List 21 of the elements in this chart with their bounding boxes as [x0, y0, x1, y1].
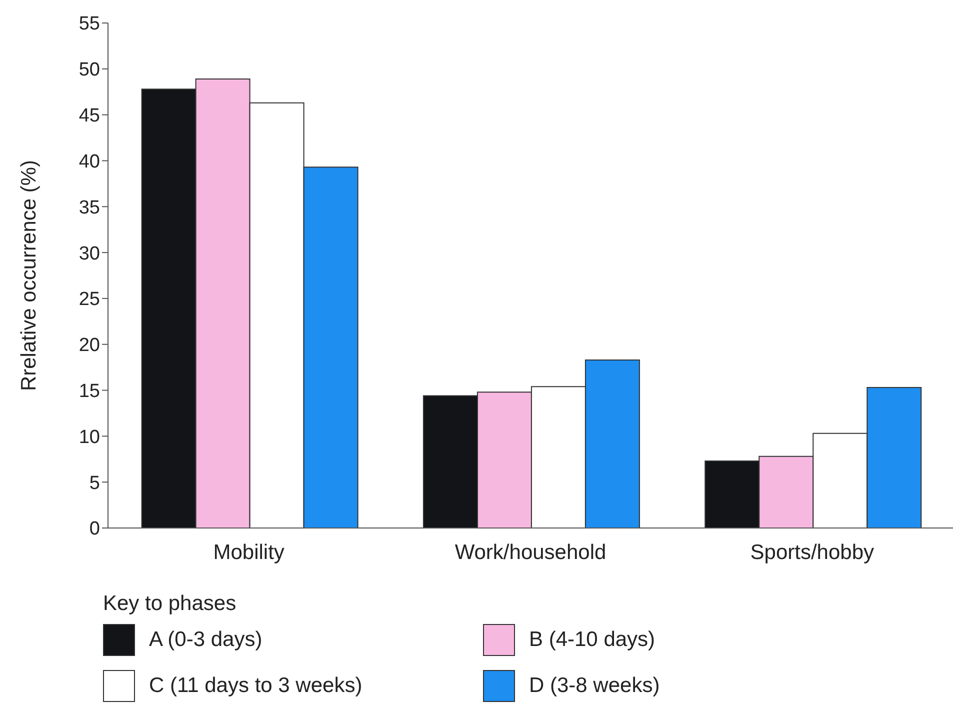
legend-title: Key to phases [103, 592, 238, 616]
y-tick-label: 0 [89, 518, 100, 540]
legend-label: B (4-10 days) [529, 628, 656, 652]
legend-label: C (11 days to 3 weeks) [149, 674, 362, 698]
y-axis-title: Rrelative occurrence (%) [17, 160, 40, 392]
y-tick-label: 50 [78, 60, 100, 81]
y-tick-label: 5 [89, 472, 100, 494]
x-tick-label: Mobility [213, 540, 285, 564]
y-tick-label: 25 [78, 289, 100, 310]
x-tick-label: Sports/hobby [750, 540, 875, 564]
y-tick-label: 40 [78, 151, 100, 172]
legend-label: A (0-3 days) [149, 628, 262, 652]
y-tick-label: 10 [78, 426, 100, 448]
y-tick-label: 15 [78, 381, 100, 402]
x-tick-label: Work/household [454, 540, 606, 564]
y-tick-label: 45 [78, 106, 100, 127]
y-tick-label: 35 [78, 197, 100, 218]
y-tick-label: 20 [78, 335, 100, 356]
y-tick-label: 30 [78, 243, 100, 264]
legend-label: D (3-8 weeks) [529, 674, 660, 698]
y-tick-label: 55 [78, 14, 100, 35]
